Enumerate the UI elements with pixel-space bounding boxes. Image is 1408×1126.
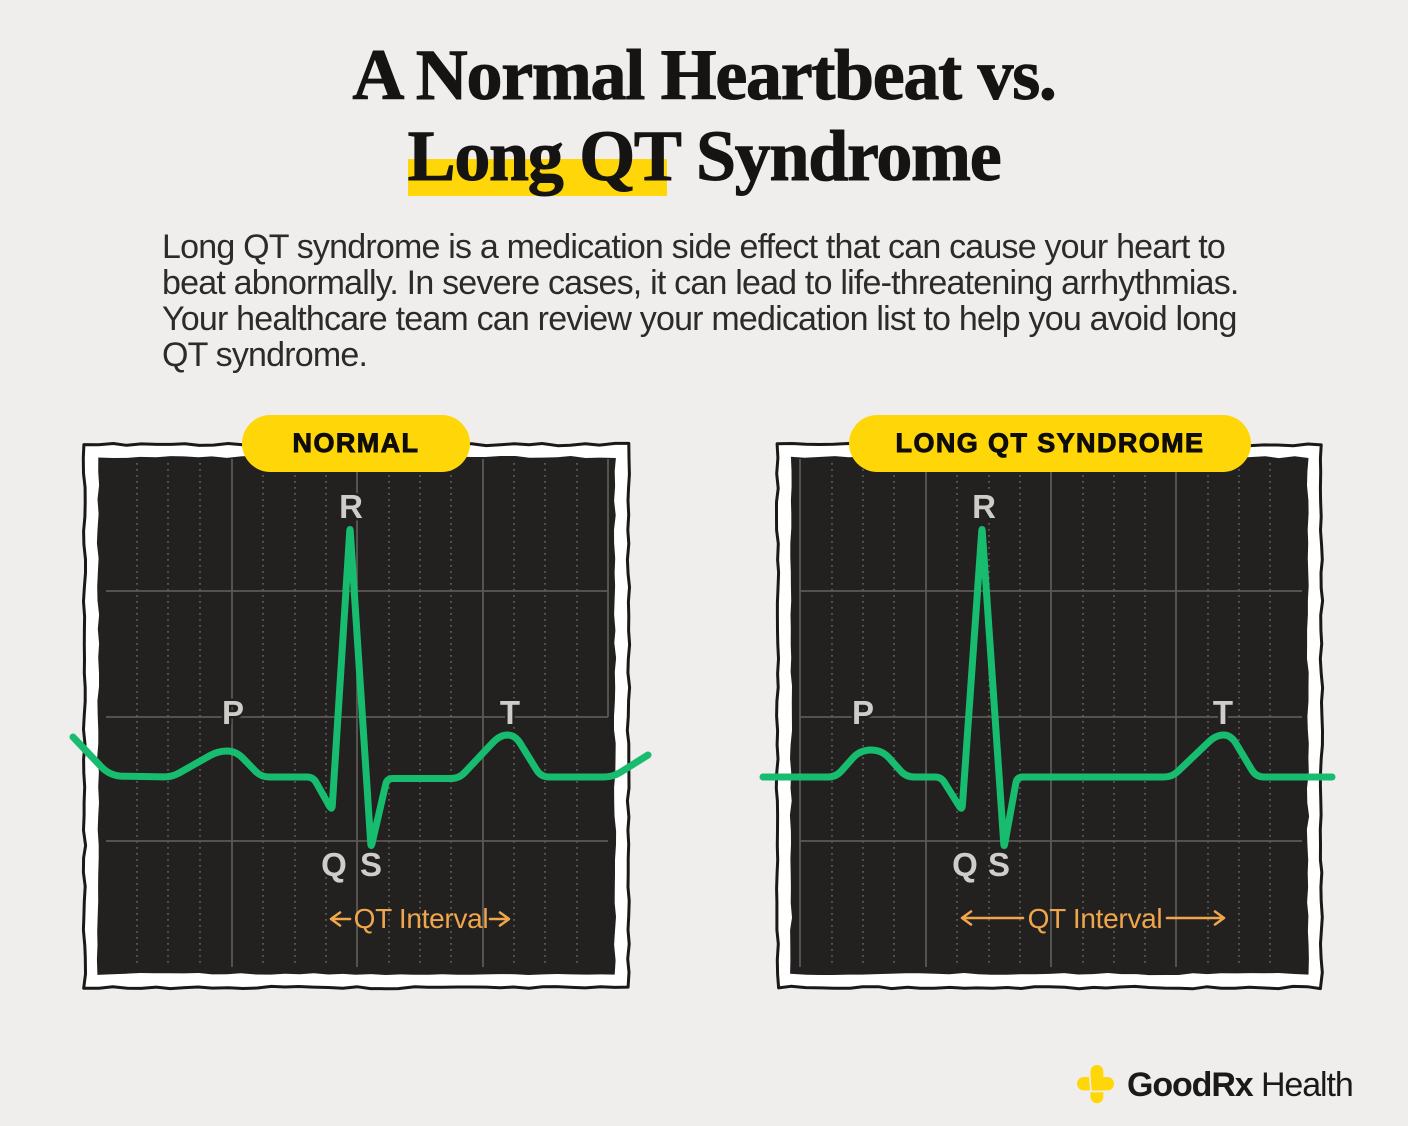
svg-text:R: R: [339, 488, 363, 525]
svg-text:P: P: [222, 694, 244, 731]
svg-text:T: T: [500, 694, 520, 731]
svg-text:S: S: [988, 846, 1010, 883]
svg-text:P: P: [852, 694, 874, 731]
svg-text:Q: Q: [952, 846, 978, 883]
svg-text:Q: Q: [321, 846, 347, 883]
svg-text:T: T: [1213, 694, 1233, 731]
svg-text:R: R: [972, 488, 996, 525]
svg-text:S: S: [360, 846, 382, 883]
svg-text:QT Interval: QT Interval: [1028, 903, 1163, 934]
svg-text:QT Interval: QT Interval: [354, 903, 489, 934]
